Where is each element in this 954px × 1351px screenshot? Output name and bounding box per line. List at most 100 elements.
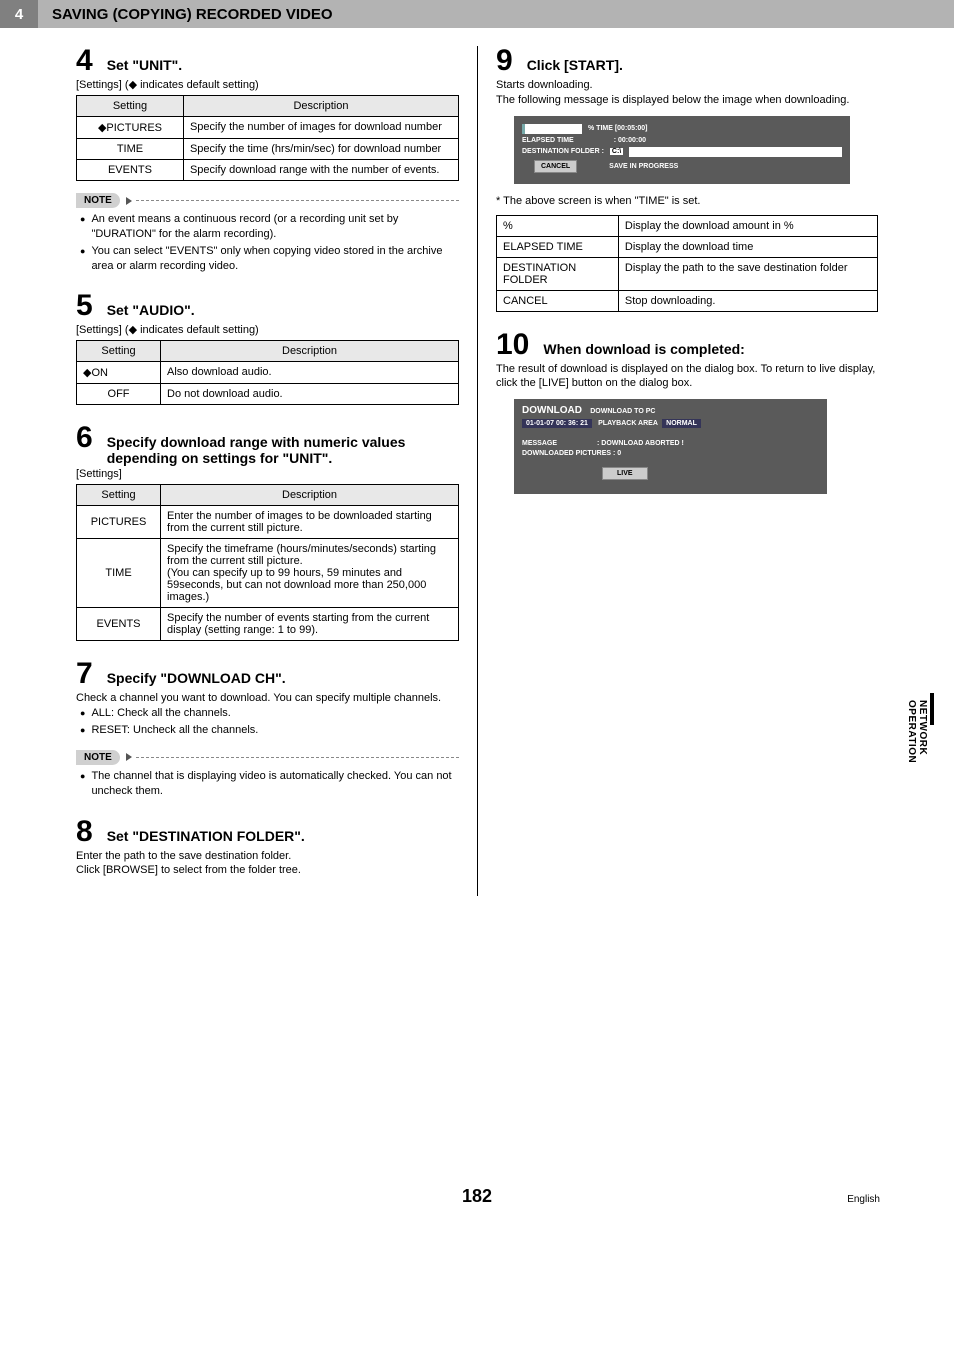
page-footer: 182 English (0, 1156, 954, 1231)
note-item: An event means a continuous record (or a… (91, 212, 459, 242)
col-desc: Description (183, 96, 458, 117)
cell: Specify the number of events starting fr… (161, 608, 459, 641)
language-label: English (847, 1194, 880, 1205)
dialog-subtitle: DOWNLOAD TO PC (590, 408, 655, 415)
cell: ELAPSED TIME (497, 236, 619, 257)
message-value: : DOWNLOAD ABORTED ! (597, 440, 684, 447)
cell: Enter the number of images to be downloa… (161, 506, 459, 539)
step-4: 4 Set "UNIT". [Settings] (◆ indicates de… (76, 46, 459, 273)
step-title: Set "UNIT". (107, 57, 183, 73)
cell: Stop downloading. (618, 290, 877, 311)
cell: Display the download amount in % (618, 215, 877, 236)
cell: EVENTS (77, 160, 184, 181)
left-column: 4 Set "UNIT". [Settings] (◆ indicates de… (68, 46, 477, 896)
side-line2: OPERATION (906, 700, 917, 763)
chapter-number: 4 (0, 0, 38, 28)
note-list: An event means a continuous record (or a… (76, 212, 459, 273)
audio-table: SettingDescription ◆ONAlso download audi… (76, 340, 459, 405)
step-title: Click [START]. (527, 57, 623, 73)
step-line: The following message is displayed below… (496, 93, 878, 108)
settings-note: [Settings] (◆ indicates default setting) (76, 78, 459, 91)
side-tab-bar (930, 693, 934, 725)
cell: Specify the number of images for downloa… (183, 117, 458, 139)
downloaded-pictures: DOWNLOADED PICTURES : 0 (522, 450, 819, 457)
note-label: NOTE (76, 750, 120, 765)
step-5: 5 Set "AUDIO". [Settings] (◆ indicates d… (76, 291, 459, 405)
playback-area-value: NORMAL (662, 419, 701, 428)
message-label: MESSAGE (522, 440, 557, 447)
note-badge: NOTE (76, 750, 459, 765)
dialog-title: DOWNLOAD (522, 405, 582, 416)
note-list: The channel that is displaying video is … (76, 769, 459, 799)
cell: Specify the timeframe (hours/minutes/sec… (161, 539, 459, 608)
step-title: When download is completed: (543, 341, 744, 357)
dest-label: DESTINATION FOLDER : (522, 148, 604, 155)
cell: Specify the time (hrs/min/sec) for downl… (183, 139, 458, 160)
live-button[interactable]: LIVE (602, 467, 648, 480)
note-badge: NOTE (76, 193, 459, 208)
chapter-header: 4 SAVING (COPYING) RECORDED VIDEO (0, 0, 954, 28)
option-item: ALL: Check all the channels. (91, 706, 230, 721)
step-line: Starts downloading. (496, 78, 878, 93)
note-label: NOTE (76, 193, 120, 208)
step-number: 4 (76, 46, 93, 76)
dialog-datetime: 01-01-07 00: 36: 21 (522, 419, 592, 428)
right-column: 9 Click [START]. Starts downloading. The… (477, 46, 886, 896)
step-title: Set "DESTINATION FOLDER". (107, 828, 305, 844)
note-arrow-icon (126, 197, 132, 205)
page-number: 182 (462, 1186, 492, 1206)
settings-note: [Settings] (76, 468, 459, 480)
cell: Display the download time (618, 236, 877, 257)
step-number: 7 (76, 659, 93, 689)
step-6: 6 Specify download range with numeric va… (76, 423, 459, 641)
note-line (136, 757, 459, 758)
screenshot-caption: * The above screen is when "TIME" is set… (496, 194, 878, 209)
step-line: Enter the path to the save destination f… (76, 849, 459, 864)
cell: EVENTS (77, 608, 161, 641)
side-line1: NETWORK (917, 700, 928, 755)
col-desc: Description (161, 485, 459, 506)
dest-value: C:\ (610, 148, 623, 155)
note-item: You can select "EVENTS" only when copyin… (91, 244, 459, 274)
note-item: The channel that is displaying video is … (91, 769, 459, 799)
progress-screenshot: % TIME [00:05:00] ELAPSED TIME : 00:00:0… (514, 116, 850, 184)
save-progress-label: SAVE IN PROGRESS (609, 163, 678, 170)
step-line: The result of download is displayed on t… (496, 362, 878, 392)
step-title: Set "AUDIO". (107, 302, 195, 318)
col-desc: Description (161, 341, 459, 362)
step-9: 9 Click [START]. Starts downloading. The… (496, 46, 878, 312)
pct-time-label: % TIME [00:05:00] (588, 125, 648, 132)
playback-area-label: PLAYBACK AREA (598, 420, 658, 427)
step-line: Click [BROWSE] to select from the folder… (76, 863, 459, 878)
progress-table: %Display the download amount in % ELAPSE… (496, 215, 878, 312)
step-title: Specify "DOWNLOAD CH". (107, 670, 286, 686)
unit-table: SettingDescription ◆PICTURESSpecify the … (76, 95, 459, 181)
cell: CANCEL (497, 290, 619, 311)
progress-bar (522, 124, 582, 134)
step-number: 8 (76, 817, 93, 847)
chapter-title: SAVING (COPYING) RECORDED VIDEO (38, 0, 333, 28)
cell: TIME (77, 539, 161, 608)
option-list: ALL: Check all the channels. RESET: Unch… (76, 706, 459, 738)
cell: OFF (77, 384, 161, 405)
col-setting: Setting (77, 485, 161, 506)
step-8: 8 Set "DESTINATION FOLDER". Enter the pa… (76, 817, 459, 879)
step-number: 5 (76, 291, 93, 321)
step-title: Specify download range with numeric valu… (107, 434, 459, 466)
option-item: RESET: Uncheck all the channels. (91, 723, 258, 738)
cell: DESTINATION FOLDER (497, 257, 619, 290)
cell: Specify download range with the number o… (183, 160, 458, 181)
note-line (136, 200, 459, 201)
side-tab-label: NETWORK OPERATION (906, 700, 928, 763)
cell: PICTURES (77, 506, 161, 539)
elapsed-value: : 00:00:00 (614, 137, 646, 144)
cell: Do not download audio. (161, 384, 459, 405)
cell: % (497, 215, 619, 236)
cell: Display the path to the save destination… (618, 257, 877, 290)
step-number: 6 (76, 423, 93, 453)
result-screenshot: DOWNLOAD DOWNLOAD TO PC 01-01-07 00: 36:… (514, 399, 827, 494)
step-7: 7 Specify "DOWNLOAD CH". Check a channel… (76, 659, 459, 798)
step-number: 10 (496, 330, 529, 360)
cancel-button[interactable]: CANCEL (534, 160, 577, 173)
cell: ◆PICTURES (77, 117, 184, 139)
